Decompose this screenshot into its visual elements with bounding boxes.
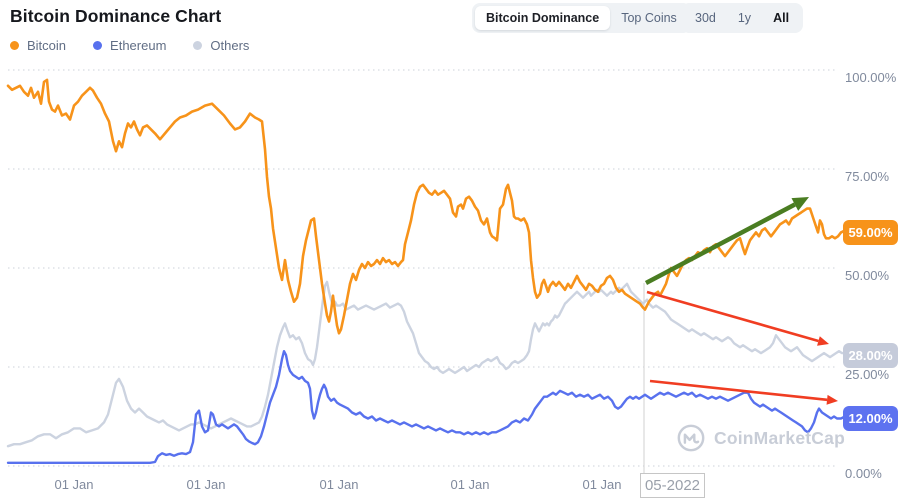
y-axis-label: 100.00% xyxy=(845,70,897,85)
trend-arrow-down xyxy=(649,379,828,402)
trend-arrow-down xyxy=(646,290,819,343)
value-badge-others: 28.00% xyxy=(843,342,898,368)
legend-item-others[interactable]: Others xyxy=(193,38,249,53)
others-series-dot-icon xyxy=(193,41,203,50)
y-axis-label: 75.00% xyxy=(845,169,890,184)
legend-item-ethereum[interactable]: Ethereum xyxy=(93,38,166,53)
value-badge-bitcoin: 59.00% xyxy=(843,219,898,245)
page-title: Bitcoin Dominance Chart xyxy=(10,6,222,26)
trend-arrow-head-down xyxy=(817,336,829,346)
crosshair-date-box: 05-2022 xyxy=(640,473,705,498)
range-30d-button[interactable]: 30d xyxy=(684,6,727,30)
y-axis-label: 0.00% xyxy=(845,466,882,481)
legend-label-bitcoin: Bitcoin xyxy=(27,38,67,53)
x-axis-label: 01 Jan xyxy=(186,477,226,492)
trend-arrow-head-down xyxy=(826,394,838,405)
x-axis-label: 01 Jan xyxy=(450,477,490,492)
coinmarketcap-logo-icon xyxy=(677,424,705,452)
trend-arrow-up xyxy=(644,202,796,285)
ethereum-series-dot-icon xyxy=(93,41,103,50)
series-line-ethereum xyxy=(6,350,847,464)
value-badge-ethereum: 12.00% xyxy=(843,405,898,431)
x-axis-label: 01 Jan xyxy=(582,477,622,492)
series-line-bitcoin xyxy=(6,78,847,335)
watermark: CoinMarketCap xyxy=(676,423,845,453)
x-axis-label: 01 Jan xyxy=(54,477,94,492)
x-axis-label: 01 Jan xyxy=(319,477,359,492)
time-range-toggle: 30d 1y All xyxy=(681,3,804,33)
legend: Bitcoin Ethereum Others xyxy=(10,38,249,53)
trend-arrow-head-up xyxy=(791,197,809,211)
legend-label-ethereum: Ethereum xyxy=(110,38,167,53)
y-axis-label: 25.00% xyxy=(845,367,890,382)
legend-label-others: Others xyxy=(210,38,250,53)
y-axis-label: 50.00% xyxy=(845,268,890,283)
range-all-button[interactable]: All xyxy=(762,6,800,30)
bitcoin-series-dot-icon xyxy=(10,41,19,50)
chart-type-toggle: Bitcoin Dominance Top Coins xyxy=(472,3,691,33)
range-1y-button[interactable]: 1y xyxy=(727,6,762,30)
tab-bitcoin-dominance[interactable]: Bitcoin Dominance xyxy=(475,6,611,30)
watermark-text: CoinMarketCap xyxy=(714,427,845,448)
series-line-others xyxy=(6,280,847,448)
legend-item-bitcoin[interactable]: Bitcoin xyxy=(10,38,66,53)
tab-top-coins[interactable]: Top Coins xyxy=(610,6,688,30)
